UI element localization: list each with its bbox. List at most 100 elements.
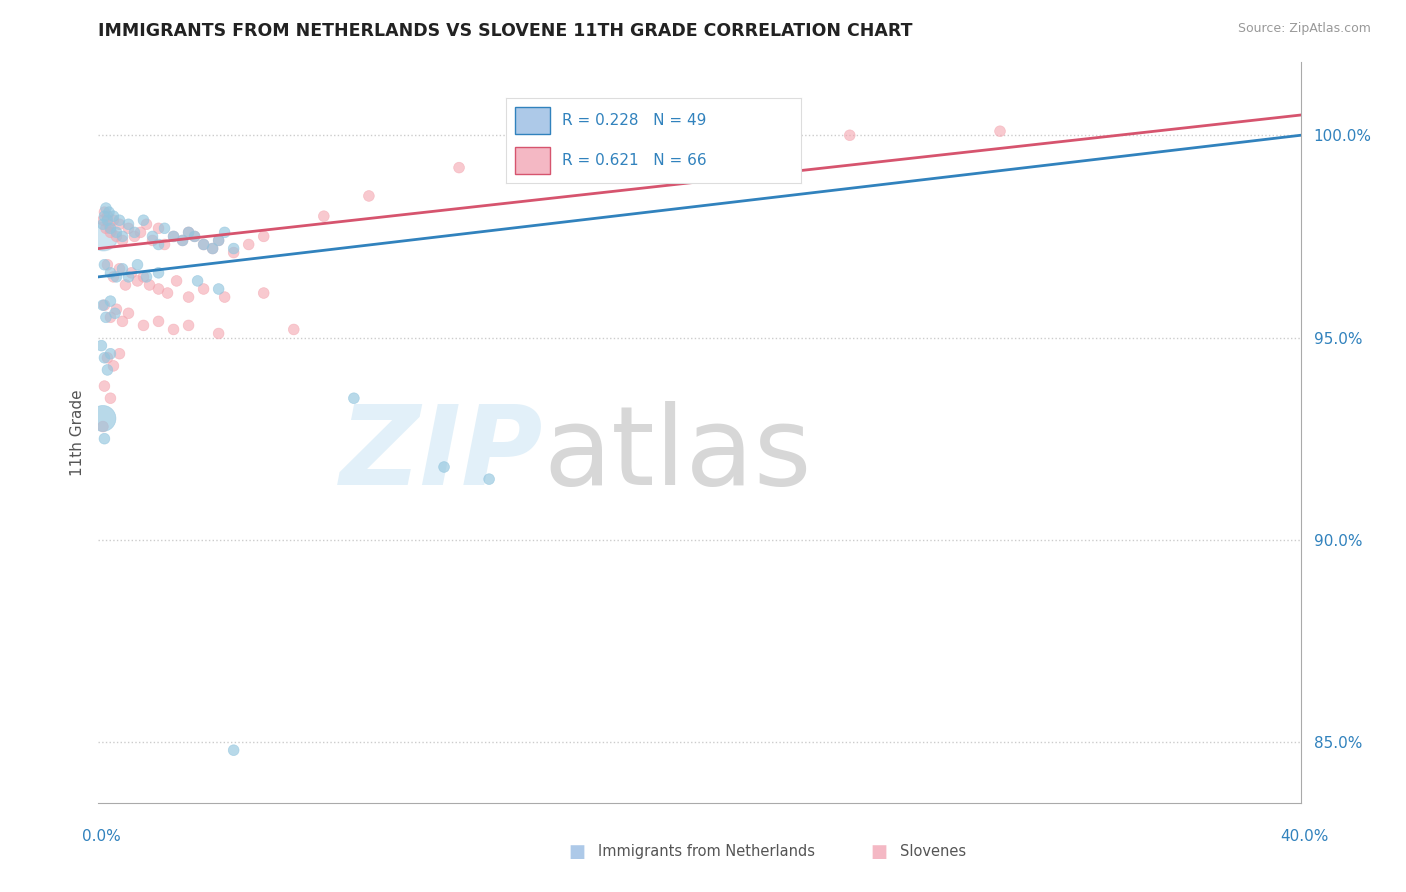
Point — [124, 225, 146, 239]
Point — [148, 266, 170, 280]
Text: Immigrants from Netherlands: Immigrants from Netherlands — [598, 845, 814, 859]
Point — [91, 411, 114, 425]
Point — [96, 213, 118, 227]
Point — [222, 242, 245, 256]
Point — [100, 294, 122, 309]
Point — [93, 298, 115, 312]
Point — [183, 229, 205, 244]
Point — [148, 221, 170, 235]
Point — [121, 266, 143, 280]
Point — [141, 234, 163, 248]
Text: IMMIGRANTS FROM NETHERLANDS VS SLOVENE 11TH GRADE CORRELATION CHART: IMMIGRANTS FROM NETHERLANDS VS SLOVENE 1… — [98, 22, 912, 40]
Point — [688, 136, 710, 151]
Point — [97, 205, 120, 219]
Text: R = 0.621   N = 66: R = 0.621 N = 66 — [562, 153, 707, 169]
Point — [187, 274, 209, 288]
Point — [478, 472, 501, 486]
Point — [100, 391, 122, 405]
Point — [238, 237, 260, 252]
Point — [100, 225, 122, 239]
Point — [156, 286, 179, 301]
Point — [172, 234, 194, 248]
Point — [283, 322, 305, 336]
Point — [96, 363, 118, 377]
Point — [214, 225, 236, 239]
Point — [162, 229, 184, 244]
Point — [208, 234, 231, 248]
Text: Slovenes: Slovenes — [900, 845, 966, 859]
Point — [93, 379, 115, 393]
Point — [253, 229, 276, 244]
Point — [183, 229, 205, 244]
Point — [193, 237, 215, 252]
Point — [93, 209, 115, 223]
Point — [132, 318, 155, 333]
Point — [93, 205, 115, 219]
Point — [253, 286, 276, 301]
Point — [127, 274, 149, 288]
Point — [127, 258, 149, 272]
Point — [108, 347, 131, 361]
Bar — [515, 107, 550, 134]
Point — [153, 221, 176, 235]
Point — [117, 306, 139, 320]
Point — [100, 221, 122, 235]
Point — [312, 209, 335, 223]
Text: 40.0%: 40.0% — [1281, 830, 1329, 844]
Point — [105, 302, 128, 317]
Point — [91, 298, 114, 312]
Point — [153, 237, 176, 252]
Point — [103, 359, 125, 373]
Point — [132, 213, 155, 227]
Point — [132, 269, 155, 284]
Point — [838, 128, 860, 143]
Point — [201, 242, 224, 256]
Point — [96, 351, 118, 365]
Text: ■: ■ — [568, 843, 585, 861]
Point — [177, 318, 200, 333]
Point — [100, 310, 122, 325]
Point — [97, 217, 120, 231]
Point — [91, 419, 114, 434]
Point — [148, 237, 170, 252]
Text: ZIP: ZIP — [340, 401, 543, 508]
Point — [193, 237, 215, 252]
Point — [103, 269, 125, 284]
Point — [177, 225, 200, 239]
Point — [538, 148, 561, 162]
Point — [91, 217, 114, 231]
Point — [208, 234, 231, 248]
Point — [172, 234, 194, 248]
Point — [117, 217, 139, 231]
Point — [148, 282, 170, 296]
Point — [162, 322, 184, 336]
Point — [208, 282, 231, 296]
Point — [135, 217, 157, 231]
Point — [222, 245, 245, 260]
Point — [100, 347, 122, 361]
Point — [111, 261, 134, 276]
Point — [177, 290, 200, 304]
Point — [105, 269, 128, 284]
Point — [222, 743, 245, 757]
Point — [343, 391, 366, 405]
Point — [90, 338, 112, 352]
Point — [94, 310, 117, 325]
Y-axis label: 11th Grade: 11th Grade — [69, 389, 84, 476]
Point — [111, 234, 134, 248]
Text: atlas: atlas — [543, 401, 811, 508]
Point — [91, 213, 114, 227]
Point — [447, 161, 470, 175]
Point — [104, 306, 127, 320]
Text: ■: ■ — [870, 843, 887, 861]
Point — [117, 269, 139, 284]
Point — [193, 282, 215, 296]
Bar — [515, 147, 550, 175]
Point — [148, 314, 170, 328]
Point — [93, 258, 115, 272]
Point — [117, 221, 139, 235]
Point — [124, 229, 146, 244]
Point — [103, 213, 125, 227]
Point — [100, 266, 122, 280]
Point — [111, 314, 134, 328]
